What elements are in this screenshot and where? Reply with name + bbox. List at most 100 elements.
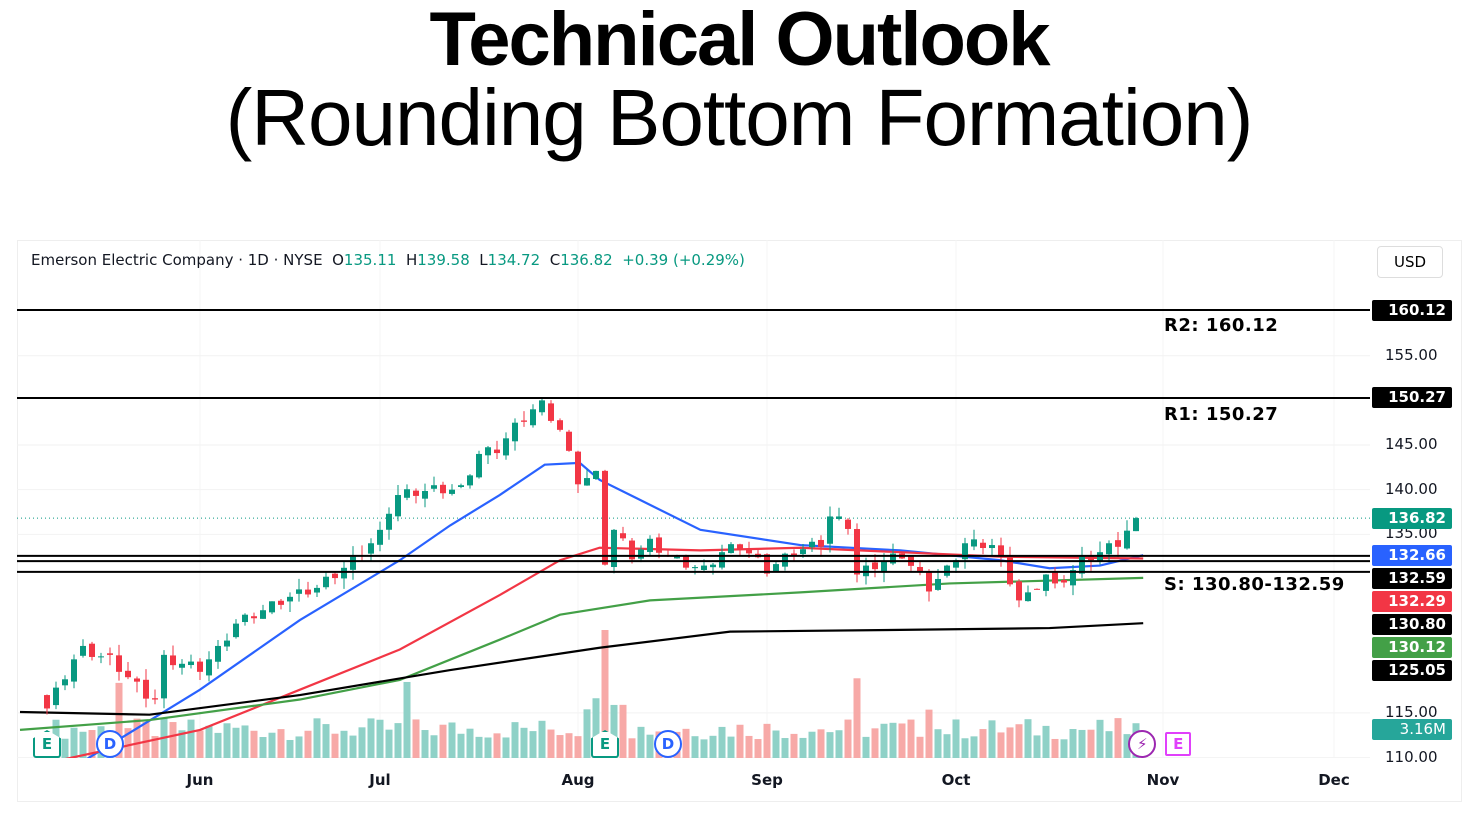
y-tick-label: 140.00 [1385, 479, 1438, 498]
volume-bar [367, 718, 375, 758]
candle [1070, 570, 1076, 586]
candle [170, 655, 176, 666]
volume-bar [1096, 719, 1104, 758]
price-label: 160.12 [1372, 299, 1452, 321]
dividend-marker[interactable]: D [654, 730, 682, 758]
ma-line-ma100 [19, 576, 1144, 731]
candle [1043, 574, 1049, 591]
candle [521, 420, 527, 422]
candle [431, 485, 437, 489]
volume-bar [547, 729, 555, 758]
volume-bar [628, 738, 636, 758]
candle [323, 576, 329, 588]
r1-label: R1: 150.27 [1164, 404, 1279, 425]
volume-bar [205, 725, 213, 758]
volume-bar [601, 630, 609, 758]
volume-bar [871, 728, 879, 758]
volume-bar [799, 737, 807, 758]
candle [287, 596, 293, 602]
candle [368, 543, 374, 554]
volume-bar [889, 722, 897, 758]
candle [710, 564, 716, 568]
volume-bar [385, 729, 393, 758]
candle [467, 475, 473, 486]
volume-bar [313, 718, 321, 758]
x-tick-label: Jul [369, 771, 391, 789]
volume-bar [493, 733, 501, 758]
candle [818, 539, 824, 547]
candle [1061, 580, 1067, 583]
candle [296, 589, 302, 594]
y-tick-label: 155.00 [1385, 345, 1438, 364]
volume-bar [1078, 729, 1086, 758]
candle [80, 645, 86, 656]
candle [773, 564, 779, 572]
ma-line-ma200 [19, 622, 1144, 716]
y-tick-label: 115.00 [1385, 702, 1438, 721]
candle [566, 431, 572, 451]
volume-bar [538, 720, 546, 758]
volume-bar [556, 735, 564, 758]
volume-bar [295, 736, 303, 758]
candle [998, 545, 1004, 557]
chart-panel[interactable] [17, 240, 1462, 802]
volume-bar [151, 736, 159, 758]
candle [539, 400, 545, 413]
candle [503, 438, 509, 456]
candle [458, 485, 464, 488]
candle [809, 541, 815, 548]
candle [620, 533, 626, 539]
volume-bar [430, 735, 438, 758]
candle [314, 587, 320, 593]
volume-bar [961, 738, 969, 758]
volume-bar [466, 728, 474, 758]
candle [935, 578, 941, 590]
volume-bar [214, 732, 222, 758]
open-label: O [332, 251, 344, 269]
volume-bar [124, 728, 132, 758]
volume-bar [862, 736, 870, 758]
news-marker[interactable]: ⚡ [1128, 730, 1157, 758]
x-tick-label: Sep [751, 771, 783, 789]
volume-bar [682, 728, 690, 758]
volume-bar [934, 729, 942, 758]
volume-bar [907, 719, 915, 758]
candle [890, 553, 896, 564]
volume-bar [853, 678, 861, 758]
candle [1115, 540, 1121, 547]
candle [764, 554, 770, 574]
candle [188, 661, 194, 666]
candle [1097, 552, 1103, 562]
candle [1133, 518, 1139, 532]
volume-bar [781, 738, 789, 758]
candle [107, 653, 113, 655]
volume-bar [574, 736, 582, 758]
candle [980, 542, 986, 549]
volume-bar [979, 729, 987, 758]
volume-bar [439, 724, 447, 758]
volume-bar [268, 732, 276, 758]
page-subtitle: (Rounding Bottom Formation) [225, 73, 1254, 162]
currency-button[interactable]: USD [1377, 246, 1443, 278]
price-label: 136.82 [1372, 507, 1452, 529]
candle [638, 549, 644, 559]
candle [1088, 554, 1094, 561]
candle [971, 539, 977, 547]
candle [179, 663, 185, 668]
y-tick-label: 135.00 [1385, 524, 1438, 543]
candle [746, 549, 752, 554]
symbol-name[interactable]: Emerson Electric Company · 1D · NYSE [31, 251, 323, 269]
volume-bar [232, 727, 240, 758]
candle [305, 589, 311, 595]
candle [557, 420, 563, 430]
volume-label: 3.16M [1372, 719, 1452, 740]
candle [611, 529, 617, 568]
change-value: +0.39 (+0.29%) [622, 251, 745, 269]
upcoming-earnings-marker[interactable]: E [1165, 732, 1192, 756]
volume-bar [736, 724, 744, 758]
volume-bar [727, 736, 735, 758]
price-label: 130.12 [1372, 636, 1452, 658]
volume-bar [754, 739, 762, 758]
dividend-marker[interactable]: D [96, 730, 124, 758]
candle [530, 409, 536, 426]
